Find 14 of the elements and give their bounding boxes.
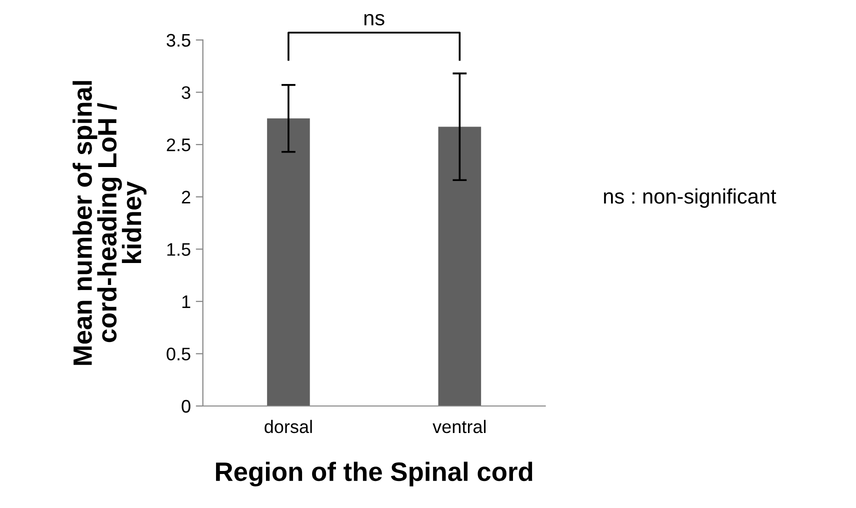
y-tick-label: 0 (182, 400, 190, 413)
y-tick-label: 0.5 (166, 348, 190, 360)
text: ns (364, 14, 384, 26)
x-axis-title: Region of the Spinal cord (216, 462, 532, 486)
y-tick-label: 2.5 (166, 138, 190, 152)
y-tick-label: 1 (182, 296, 190, 308)
x-tick-label: ventral (432, 420, 486, 434)
y-tick-label: 2 (182, 190, 190, 204)
y-tick-label: 3.5 (166, 34, 190, 47)
text: ns : non-significant (604, 188, 776, 208)
x-tick-label: dorsal (264, 420, 312, 434)
y-tick-label: 1.5 (167, 243, 190, 256)
y-tick-label: 3 (182, 86, 190, 99)
y-axis-title: Mean number of spinal cord-heading LoH / kidney (72, 81, 147, 365)
